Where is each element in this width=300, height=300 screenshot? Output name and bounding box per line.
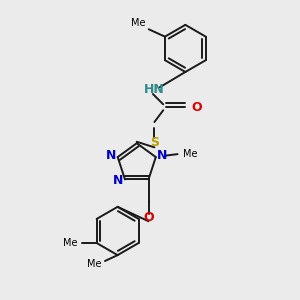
Text: HN: HN xyxy=(144,83,165,96)
Text: Me: Me xyxy=(63,238,78,248)
Text: S: S xyxy=(150,136,159,149)
Text: O: O xyxy=(191,101,202,114)
Text: Me: Me xyxy=(87,259,101,269)
Text: O: O xyxy=(143,211,154,224)
Text: N: N xyxy=(113,174,124,188)
Text: Me: Me xyxy=(183,149,197,159)
Text: Me: Me xyxy=(131,18,145,28)
Text: N: N xyxy=(106,149,116,162)
Text: N: N xyxy=(157,149,167,162)
